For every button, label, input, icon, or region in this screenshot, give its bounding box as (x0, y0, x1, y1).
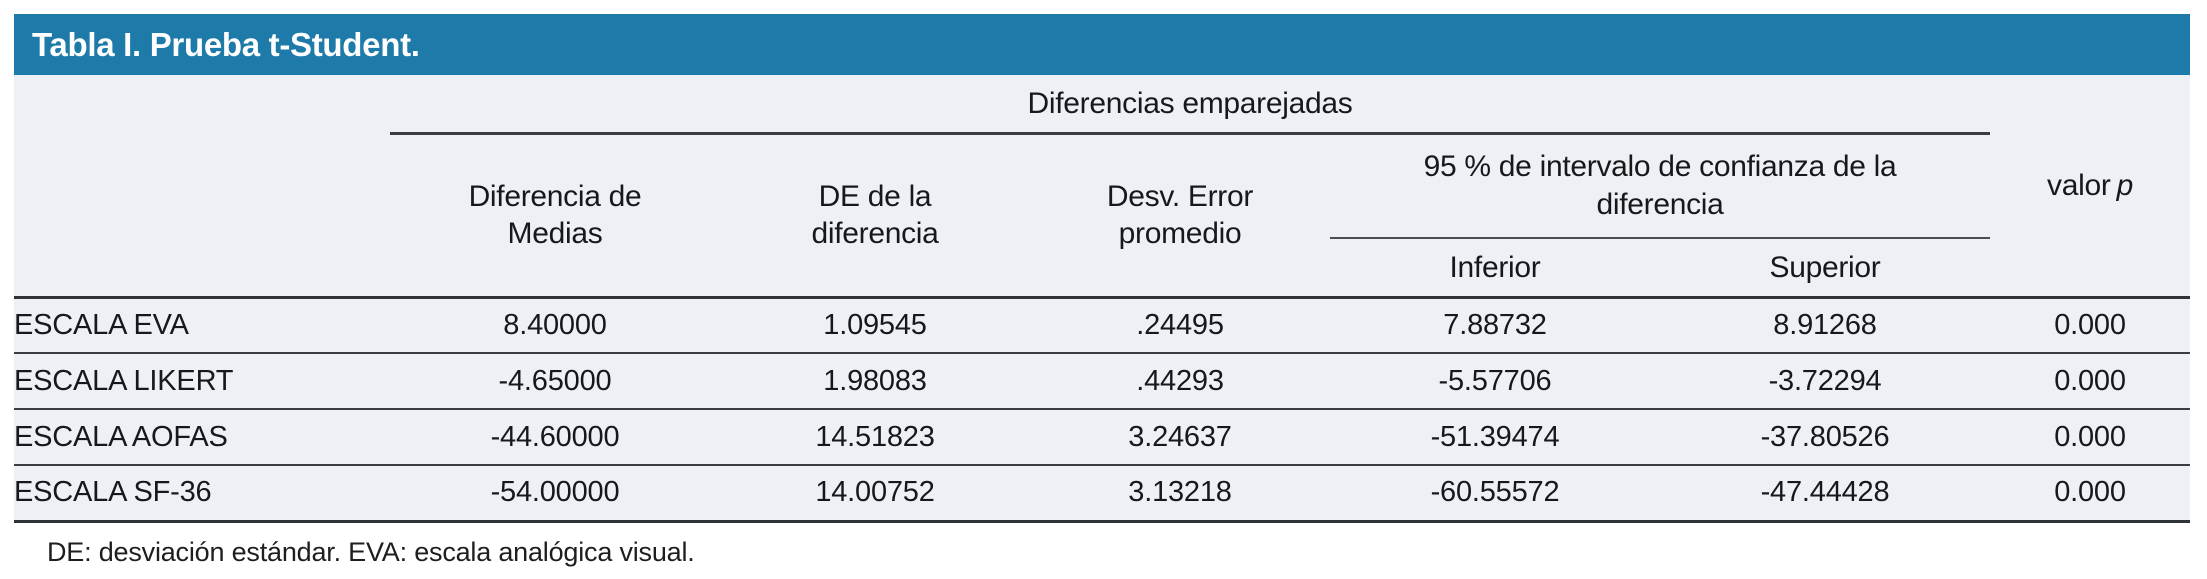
table-cell: 3.24637 (1030, 408, 1330, 465)
p-value-symbol: p (2116, 168, 2134, 202)
group-header-confidence-interval: 95 % de intervalo de confianza de la dif… (1330, 133, 1991, 239)
column-header-p-value: valor p (1990, 75, 2190, 297)
table-cell: -51.39474 (1330, 408, 1660, 465)
table-cell: .44293 (1030, 352, 1330, 409)
row-label: ESCALA SF-36 (14, 464, 390, 523)
table-cell: 7.88732 (1330, 295, 1660, 353)
table-cell: 0.000 (1990, 464, 2191, 523)
table-header: Diferencias emparejadas valor p Diferenci… (14, 75, 2190, 297)
table-cell: 1.98083 (720, 352, 1030, 409)
table-cell: 1.09545 (720, 295, 1030, 353)
table-cell: -44.60000 (390, 408, 720, 465)
table-cell: 0.000 (1990, 295, 2191, 353)
column-header-ci-lower: Inferior (1449, 250, 1541, 284)
table-cell: 3.13218 (1030, 464, 1330, 523)
group-header-paired-differences: Diferencias emparejadas (390, 75, 1991, 135)
t-student-table: Diferencias emparejadas valor p Diferenci… (14, 75, 2191, 523)
column-header-mean-difference: Diferencia de Medias (468, 179, 642, 251)
table-cell: -60.55572 (1330, 464, 1660, 523)
table-figure: Tabla I. Prueba t-Student. Diferencias e… (14, 14, 2191, 568)
column-header-std-error-mean: Desv. Error promedio (1106, 179, 1254, 251)
table-body: ESCALA EVA 8.40000 1.09545 .24495 7.8873… (14, 295, 2191, 523)
table-cell: 8.91268 (1660, 295, 1991, 353)
table-cell: -37.80526 (1660, 408, 1991, 465)
column-header-sd-difference: DE de la diferencia (811, 179, 939, 251)
table-row: ESCALA SF-36 -54.00000 14.00752 3.13218 … (14, 464, 2191, 523)
table-cell: -54.00000 (390, 464, 720, 523)
table-row: ESCALA LIKERT -4.65000 1.98083 .44293 -5… (14, 352, 2191, 409)
table-footnote: DE: desviación estándar. EVA: escala ana… (47, 536, 695, 567)
table-cell: -4.65000 (390, 352, 720, 409)
table-cell: -5.57706 (1330, 352, 1660, 409)
table-title: Tabla I. Prueba t-Student. (32, 26, 420, 63)
table-row: ESCALA EVA 8.40000 1.09545 .24495 7.8873… (14, 295, 2191, 353)
table-row: ESCALA AOFAS -44.60000 14.51823 3.24637 … (14, 408, 2191, 465)
table-cell: -3.72294 (1660, 352, 1991, 409)
row-label-header-empty (14, 75, 390, 297)
table-cell: 8.40000 (390, 295, 720, 353)
row-label: ESCALA EVA (14, 295, 390, 353)
column-header-ci-upper: Superior (1769, 250, 1881, 284)
table-cell: -47.44428 (1660, 464, 1991, 523)
table-cell: .24495 (1030, 295, 1330, 353)
table-cell: 0.000 (1990, 352, 2191, 409)
row-label: ESCALA LIKERT (14, 352, 390, 409)
table-cell: 14.51823 (720, 408, 1030, 465)
row-label: ESCALA AOFAS (14, 408, 390, 465)
table-title-bar: Tabla I. Prueba t-Student. (14, 14, 2190, 75)
table-cell: 0.000 (1990, 408, 2191, 465)
p-value-label: valor (2047, 168, 2111, 202)
table-cell: 14.00752 (720, 464, 1030, 523)
